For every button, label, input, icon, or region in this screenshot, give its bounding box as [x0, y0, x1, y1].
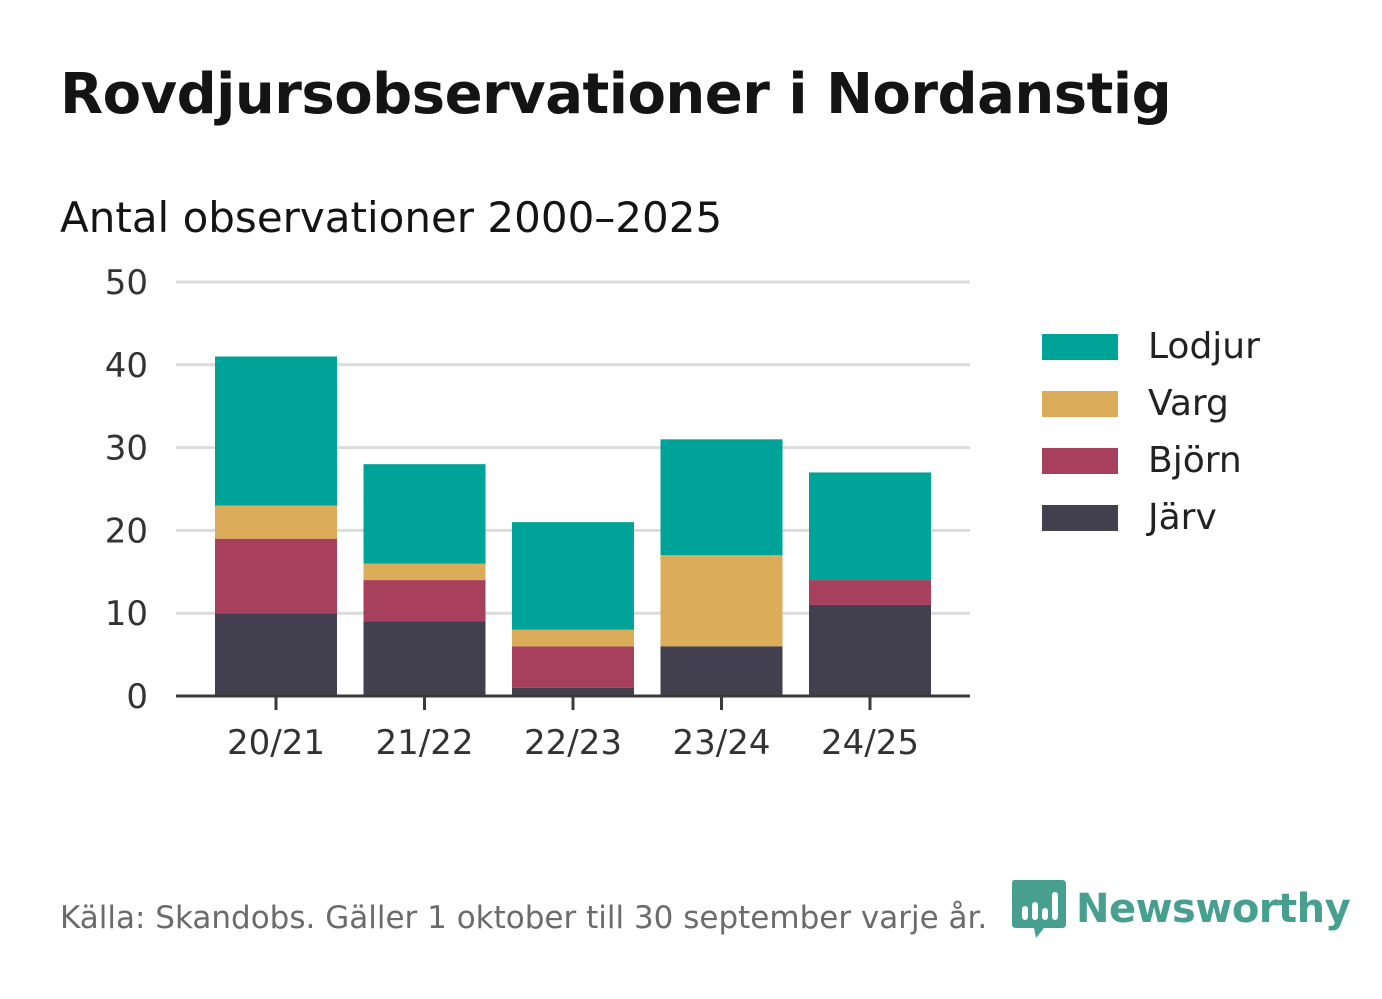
x-tick-label: 21/22 [376, 723, 474, 763]
x-tick-label: 20/21 [227, 723, 325, 763]
legend-label: Varg [1148, 383, 1229, 424]
chart-title: Rovdjursobservationer i Nordanstig [60, 62, 1172, 127]
chart-subtitle: Antal observationer 2000–2025 [60, 193, 723, 242]
bar-varg-23-24 [660, 555, 783, 647]
y-tick-label: 50 [105, 263, 148, 303]
bar-bjrn-24-25 [809, 580, 931, 605]
bar-lodjur-23-24 [660, 439, 783, 556]
bar-jrv-24-25 [809, 604, 931, 696]
bar-lodjur-22-23 [512, 522, 634, 630]
brand-name: Newsworthy [1076, 886, 1351, 932]
bar-lodjur-20-21 [215, 356, 337, 506]
axes: 0 10 20 30 40 50 20/21 21/22 22/23 23/24 24/25 [105, 263, 970, 763]
bar-bjrn-20-21 [215, 538, 337, 614]
chart-bubble-icon [1012, 880, 1066, 938]
y-tick-label: 30 [105, 429, 148, 469]
brand-logo: Newsworthy [1010, 878, 1351, 940]
y-tick-label: 40 [105, 346, 148, 386]
bar-stacks [215, 356, 931, 696]
y-tick-label: 20 [105, 511, 148, 551]
bar-lodjur-24-25 [809, 472, 931, 581]
legend-label: Lodjur [1148, 326, 1260, 367]
legend-swatch [1042, 447, 1118, 474]
bar-jrv-23-24 [660, 646, 783, 696]
bar-varg-21-22 [363, 563, 486, 581]
x-tick-label: 23/24 [673, 723, 771, 763]
bar-bjrn-21-22 [363, 580, 486, 622]
legend-item-lodjur: Lodjur [1042, 318, 1260, 375]
y-tick-label: 0 [126, 677, 148, 717]
legend-label: Järv [1148, 497, 1217, 538]
y-tick-label: 10 [105, 594, 148, 634]
x-tick-label: 24/25 [821, 723, 919, 763]
bar-varg-20-21 [215, 505, 337, 539]
legend-swatch [1042, 504, 1118, 531]
legend-item-varg: Varg [1042, 375, 1260, 432]
source-note: Källa: Skandobs. Gäller 1 oktober till 3… [60, 900, 988, 936]
bar-lodjur-21-22 [363, 464, 486, 564]
legend-swatch [1042, 390, 1118, 417]
x-tick-label: 22/23 [524, 723, 622, 763]
legend-item-bjrn: Björn [1042, 432, 1260, 489]
legend: Lodjur Varg Björn Järv [1042, 318, 1260, 546]
legend-item-jrv: Järv [1042, 489, 1260, 546]
bar-jrv-20-21 [215, 613, 337, 696]
bar-bjrn-22-23 [512, 646, 634, 688]
legend-swatch [1042, 333, 1118, 360]
legend-label: Björn [1148, 440, 1242, 481]
bar-jrv-21-22 [363, 621, 486, 696]
bar-varg-22-23 [512, 629, 634, 647]
bar-jrv-22-23 [512, 687, 634, 696]
